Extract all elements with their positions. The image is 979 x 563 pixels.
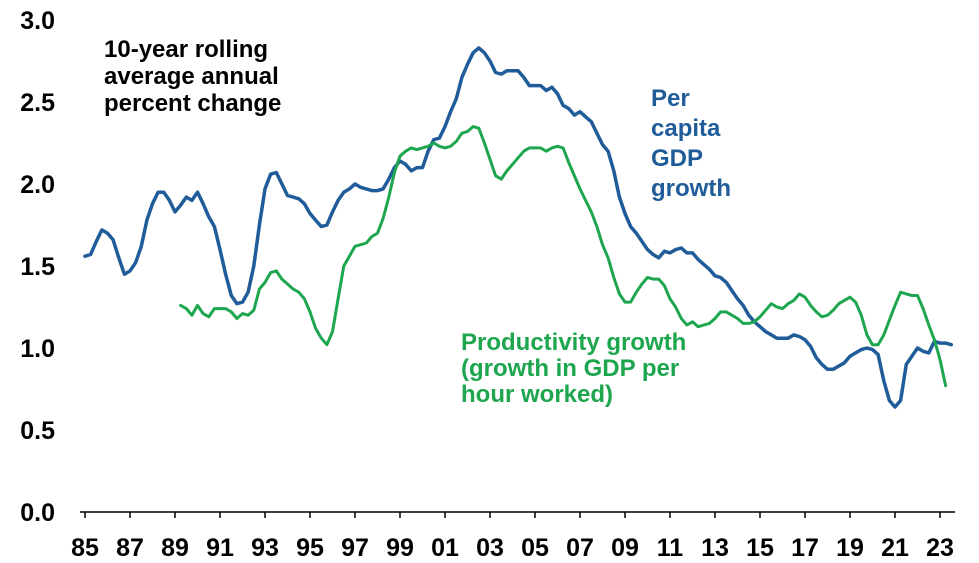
- y-tick-label: 3.0: [20, 7, 55, 35]
- series-label-per-capita-gdp: Per capita GDP growth: [651, 85, 731, 202]
- y-tick-label: 2.0: [20, 171, 55, 199]
- series-label-line: hour worked): [461, 381, 613, 408]
- annotation-line: 10-year rolling: [104, 36, 268, 63]
- x-tick-label: 01: [431, 534, 459, 562]
- series-label-line: GDP: [651, 145, 703, 172]
- x-tick-label: 13: [701, 534, 729, 562]
- x-tick-label: 05: [521, 534, 549, 562]
- x-tick-label: 03: [476, 534, 504, 562]
- y-tick-label: 0.5: [20, 417, 55, 445]
- chart-annotation: 10-year rolling average annual percent c…: [104, 36, 285, 117]
- series-label-line: (growth in GDP per: [461, 355, 679, 382]
- y-tick-label: 0.0: [20, 499, 55, 527]
- x-tick-label: 07: [566, 534, 594, 562]
- x-tick-label: 11: [657, 534, 684, 562]
- x-tick-label: 19: [836, 534, 864, 562]
- x-tick-label: 99: [386, 534, 414, 562]
- y-tick-label: 1.0: [20, 335, 55, 363]
- series-lines: [83, 46, 954, 409]
- series-label-line: capita: [651, 115, 721, 142]
- x-axis-ticks: 85 87 89 91 93 95 97 99 01 03 05 07 09 11 13 15 17 19 21 23: [71, 512, 954, 562]
- series-label-productivity: Productivity growth (growth in GDP per h…: [461, 329, 693, 408]
- series-label-line: Productivity growth: [461, 329, 686, 356]
- x-tick-label: 09: [611, 534, 639, 562]
- x-tick-label: 95: [296, 534, 324, 562]
- annotation-line: percent change: [104, 90, 281, 117]
- x-tick-label: 97: [341, 534, 369, 562]
- series-line-productivity: [179, 125, 948, 388]
- x-tick-label: 85: [71, 534, 99, 562]
- series-label-line: growth: [651, 175, 731, 202]
- x-tick-label: 23: [926, 534, 954, 562]
- y-tick-label: 1.5: [20, 253, 55, 281]
- annotation-line: average annual: [104, 63, 279, 90]
- x-tick-label: 93: [251, 534, 279, 562]
- x-tick-label: 87: [116, 534, 144, 562]
- y-tick-label: 2.5: [20, 89, 55, 117]
- series-label-line: Per: [651, 85, 690, 112]
- x-tick-label: 21: [881, 534, 909, 562]
- x-tick-label: 91: [206, 534, 234, 562]
- y-axis-ticks: 0.0 0.5 1.0 1.5 2.0 2.5 3.0: [20, 7, 55, 527]
- series-line-per-capita-gdp: [83, 46, 954, 409]
- x-tick-label: 89: [161, 534, 189, 562]
- x-tick-label: 15: [746, 534, 774, 562]
- x-tick-label: 17: [791, 534, 819, 562]
